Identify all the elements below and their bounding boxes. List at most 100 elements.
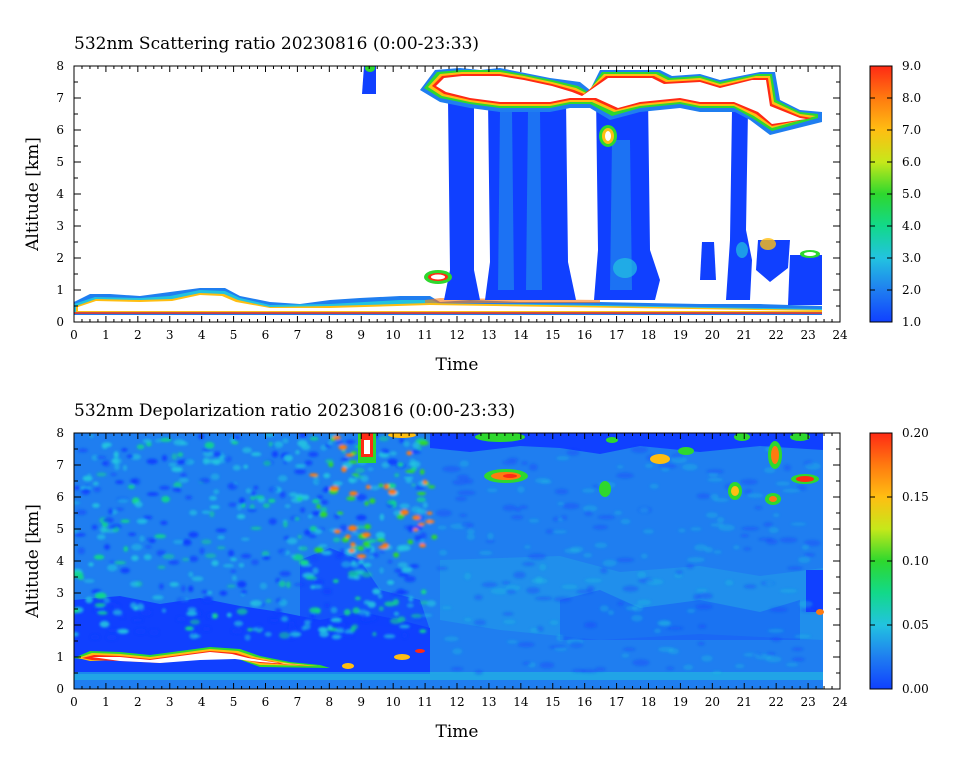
depol-speckle	[184, 459, 195, 465]
x-tick-label: 2	[134, 695, 142, 709]
depol-speckle	[182, 540, 192, 546]
depol-speckle	[416, 497, 426, 503]
depol-speckle	[712, 670, 722, 675]
x-tick-label: 7	[294, 328, 302, 342]
y-tick-label: 8	[56, 59, 64, 73]
depol-speckle	[354, 568, 366, 574]
depol-speckle	[131, 543, 143, 551]
depol-speckle	[87, 473, 92, 479]
x-tick-label: 17	[609, 328, 624, 342]
axis-ticks	[73, 65, 841, 323]
depol-speckle	[410, 613, 423, 618]
depol-speckle	[352, 531, 360, 536]
y-tick-label: 8	[56, 426, 64, 440]
depol-speckle	[102, 517, 114, 523]
depol-speckle	[209, 505, 220, 509]
depol-speckle	[393, 611, 399, 616]
depol-speckle	[348, 525, 358, 532]
depol-speckle	[404, 575, 416, 583]
depol-speckle	[782, 488, 801, 493]
depol-speckle	[310, 613, 315, 620]
depol-speckle	[561, 584, 578, 589]
depol-speckle	[643, 529, 654, 534]
x-tick-label: 6	[262, 328, 270, 342]
depol-speckle	[397, 562, 408, 568]
depol-speckle	[146, 492, 159, 496]
depol-speckle	[284, 504, 291, 508]
x-tick-label: 5	[230, 328, 238, 342]
depol-speckle	[110, 472, 117, 476]
x-tick-label: 0	[70, 695, 78, 709]
depol-speckle	[199, 547, 205, 555]
depol-speckle	[76, 509, 87, 516]
depol-speckle	[191, 576, 204, 582]
depol-speckle	[367, 601, 376, 608]
depol-speckle	[769, 527, 779, 534]
depol-speckle	[444, 636, 459, 642]
depol-speckle	[693, 593, 701, 601]
depol-speckle	[189, 509, 198, 516]
depol-speckle	[686, 564, 694, 569]
depol-speckle	[202, 457, 210, 465]
depol-speckle	[697, 641, 705, 646]
depol-speckle	[409, 564, 419, 569]
depol-speckle	[278, 599, 288, 607]
depol-speckle	[341, 537, 349, 543]
depol-speckle	[362, 532, 371, 538]
depol-speckle	[316, 504, 321, 509]
depol-speckle	[671, 456, 688, 464]
depol-speckle	[92, 481, 99, 486]
depol-speckle	[364, 501, 369, 506]
depol-speckle	[399, 624, 410, 629]
x-tick-label: 18	[641, 328, 656, 342]
depol-speckle	[154, 439, 162, 443]
depol-speckle	[345, 552, 353, 557]
depol-speckle	[513, 571, 526, 579]
depol-speckle	[422, 502, 428, 509]
depol-speckle	[422, 479, 428, 485]
depol-speckle	[502, 612, 514, 616]
depol-speckle	[269, 618, 280, 622]
y-tick-label: 7	[56, 91, 64, 105]
depol-speckle	[402, 632, 408, 639]
depol-speckle	[130, 453, 141, 460]
depol-speckle	[171, 466, 183, 472]
depol-speckle	[503, 619, 516, 624]
depol-speckle	[185, 626, 194, 631]
depol-speckle	[421, 589, 427, 595]
depol-speckle	[562, 502, 580, 510]
depol-speckle	[367, 467, 374, 472]
x-tick-label: 15	[545, 695, 560, 709]
depol-speckle	[154, 534, 167, 539]
depol-speckle	[388, 489, 397, 495]
depol-speckle	[707, 477, 724, 482]
depol-speckle	[280, 548, 287, 556]
depol-speckle	[262, 503, 270, 508]
depol-speckle	[796, 485, 807, 491]
y-tick-label: 0	[56, 315, 64, 329]
depol-speckle	[309, 436, 319, 441]
depol-speckle	[637, 599, 651, 606]
depol-speckle	[481, 582, 498, 588]
depol-speckle	[405, 478, 413, 484]
depol-speckle	[383, 634, 396, 639]
depol-speckle	[177, 452, 184, 457]
depol-speckle	[393, 552, 399, 558]
depol-speckle	[318, 544, 328, 548]
depol-speckle	[356, 554, 367, 559]
depol-speckle	[517, 486, 525, 493]
x-tick-label: 1	[102, 328, 110, 342]
depol-speckle	[310, 555, 318, 561]
depol-speckle	[274, 441, 283, 449]
depol-speckle	[104, 544, 110, 550]
depol-speckle	[531, 578, 548, 584]
depol-speckle	[156, 550, 166, 556]
colorbar: 1.0 2.0 3.0 4.0 5.0 6.0 7.0 8.0 9.0	[869, 59, 921, 329]
depol-speckle	[130, 581, 140, 587]
depol-speckle	[279, 571, 291, 577]
depol-speckle	[242, 447, 252, 454]
depol-speckle	[288, 635, 295, 640]
depol-speckle	[426, 511, 433, 515]
depol-speckle	[215, 528, 227, 533]
depol-speckle	[783, 464, 791, 471]
